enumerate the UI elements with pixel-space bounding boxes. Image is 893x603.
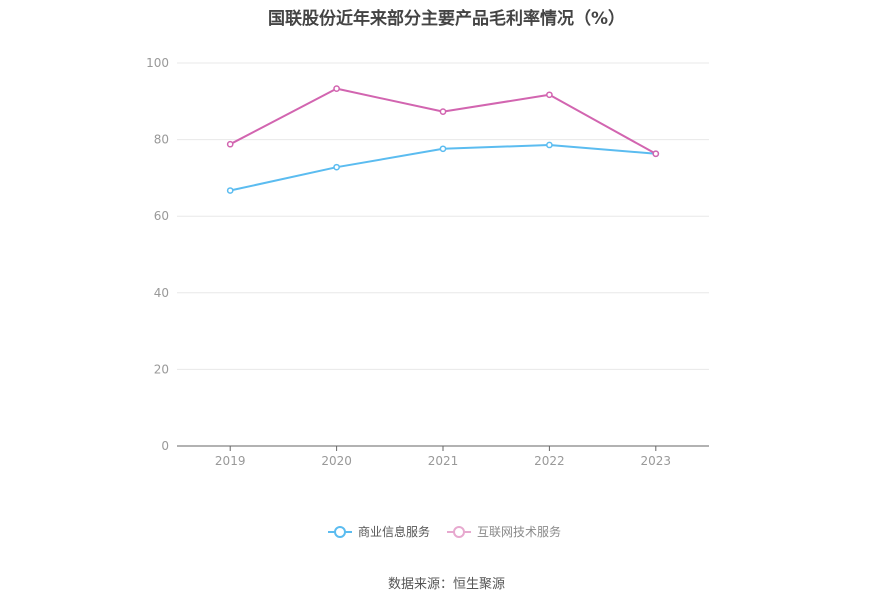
data-source: 数据来源：恒生聚源 bbox=[387, 577, 505, 592]
data-point[interactable] bbox=[226, 140, 234, 148]
y-axis-ticks: 0 20 40 60 80 100 bbox=[146, 56, 169, 453]
y-tick-label: 20 bbox=[154, 362, 169, 376]
legend-marker bbox=[453, 526, 465, 538]
gridlines bbox=[177, 62, 709, 370]
y-tick-label: 80 bbox=[154, 133, 169, 147]
data-point[interactable] bbox=[333, 85, 340, 93]
series-line-1 bbox=[229, 87, 657, 155]
legend-label: 互联网技术服务 bbox=[477, 524, 561, 539]
x-tick-label: 2019 bbox=[215, 454, 246, 468]
data-point[interactable] bbox=[546, 91, 553, 99]
y-tick-label: 0 bbox=[161, 439, 169, 453]
legend-label: 商业信息服务 bbox=[358, 524, 430, 539]
x-tick-label: 2023 bbox=[641, 454, 672, 468]
legend-marker bbox=[334, 526, 346, 538]
data-point[interactable] bbox=[333, 163, 340, 171]
chart-title: 国联股份近年来部分主要产品毛利率情况（%） bbox=[267, 9, 626, 29]
y-tick-label: 100 bbox=[146, 56, 169, 70]
y-tick-label: 40 bbox=[154, 286, 169, 300]
legend-item-1[interactable]: 互联网技术服务 bbox=[447, 524, 561, 539]
legend-item-0[interactable]: 商业信息服务 bbox=[328, 524, 430, 539]
x-tick-label: 2022 bbox=[534, 454, 565, 468]
x-tick-label: 2020 bbox=[321, 454, 352, 468]
data-point[interactable] bbox=[439, 145, 447, 153]
series-layer bbox=[226, 85, 660, 194]
x-axis-ticks: 2019 2020 2021 2022 2023 bbox=[215, 446, 671, 468]
legend[interactable]: 商业信息服务 互联网技术服务 bbox=[328, 524, 561, 539]
data-point[interactable] bbox=[226, 187, 234, 194]
data-point[interactable] bbox=[652, 150, 660, 158]
data-point[interactable] bbox=[439, 108, 447, 115]
x-tick-label: 2021 bbox=[428, 454, 459, 468]
data-point[interactable] bbox=[546, 141, 553, 149]
y-tick-label: 60 bbox=[154, 209, 169, 223]
